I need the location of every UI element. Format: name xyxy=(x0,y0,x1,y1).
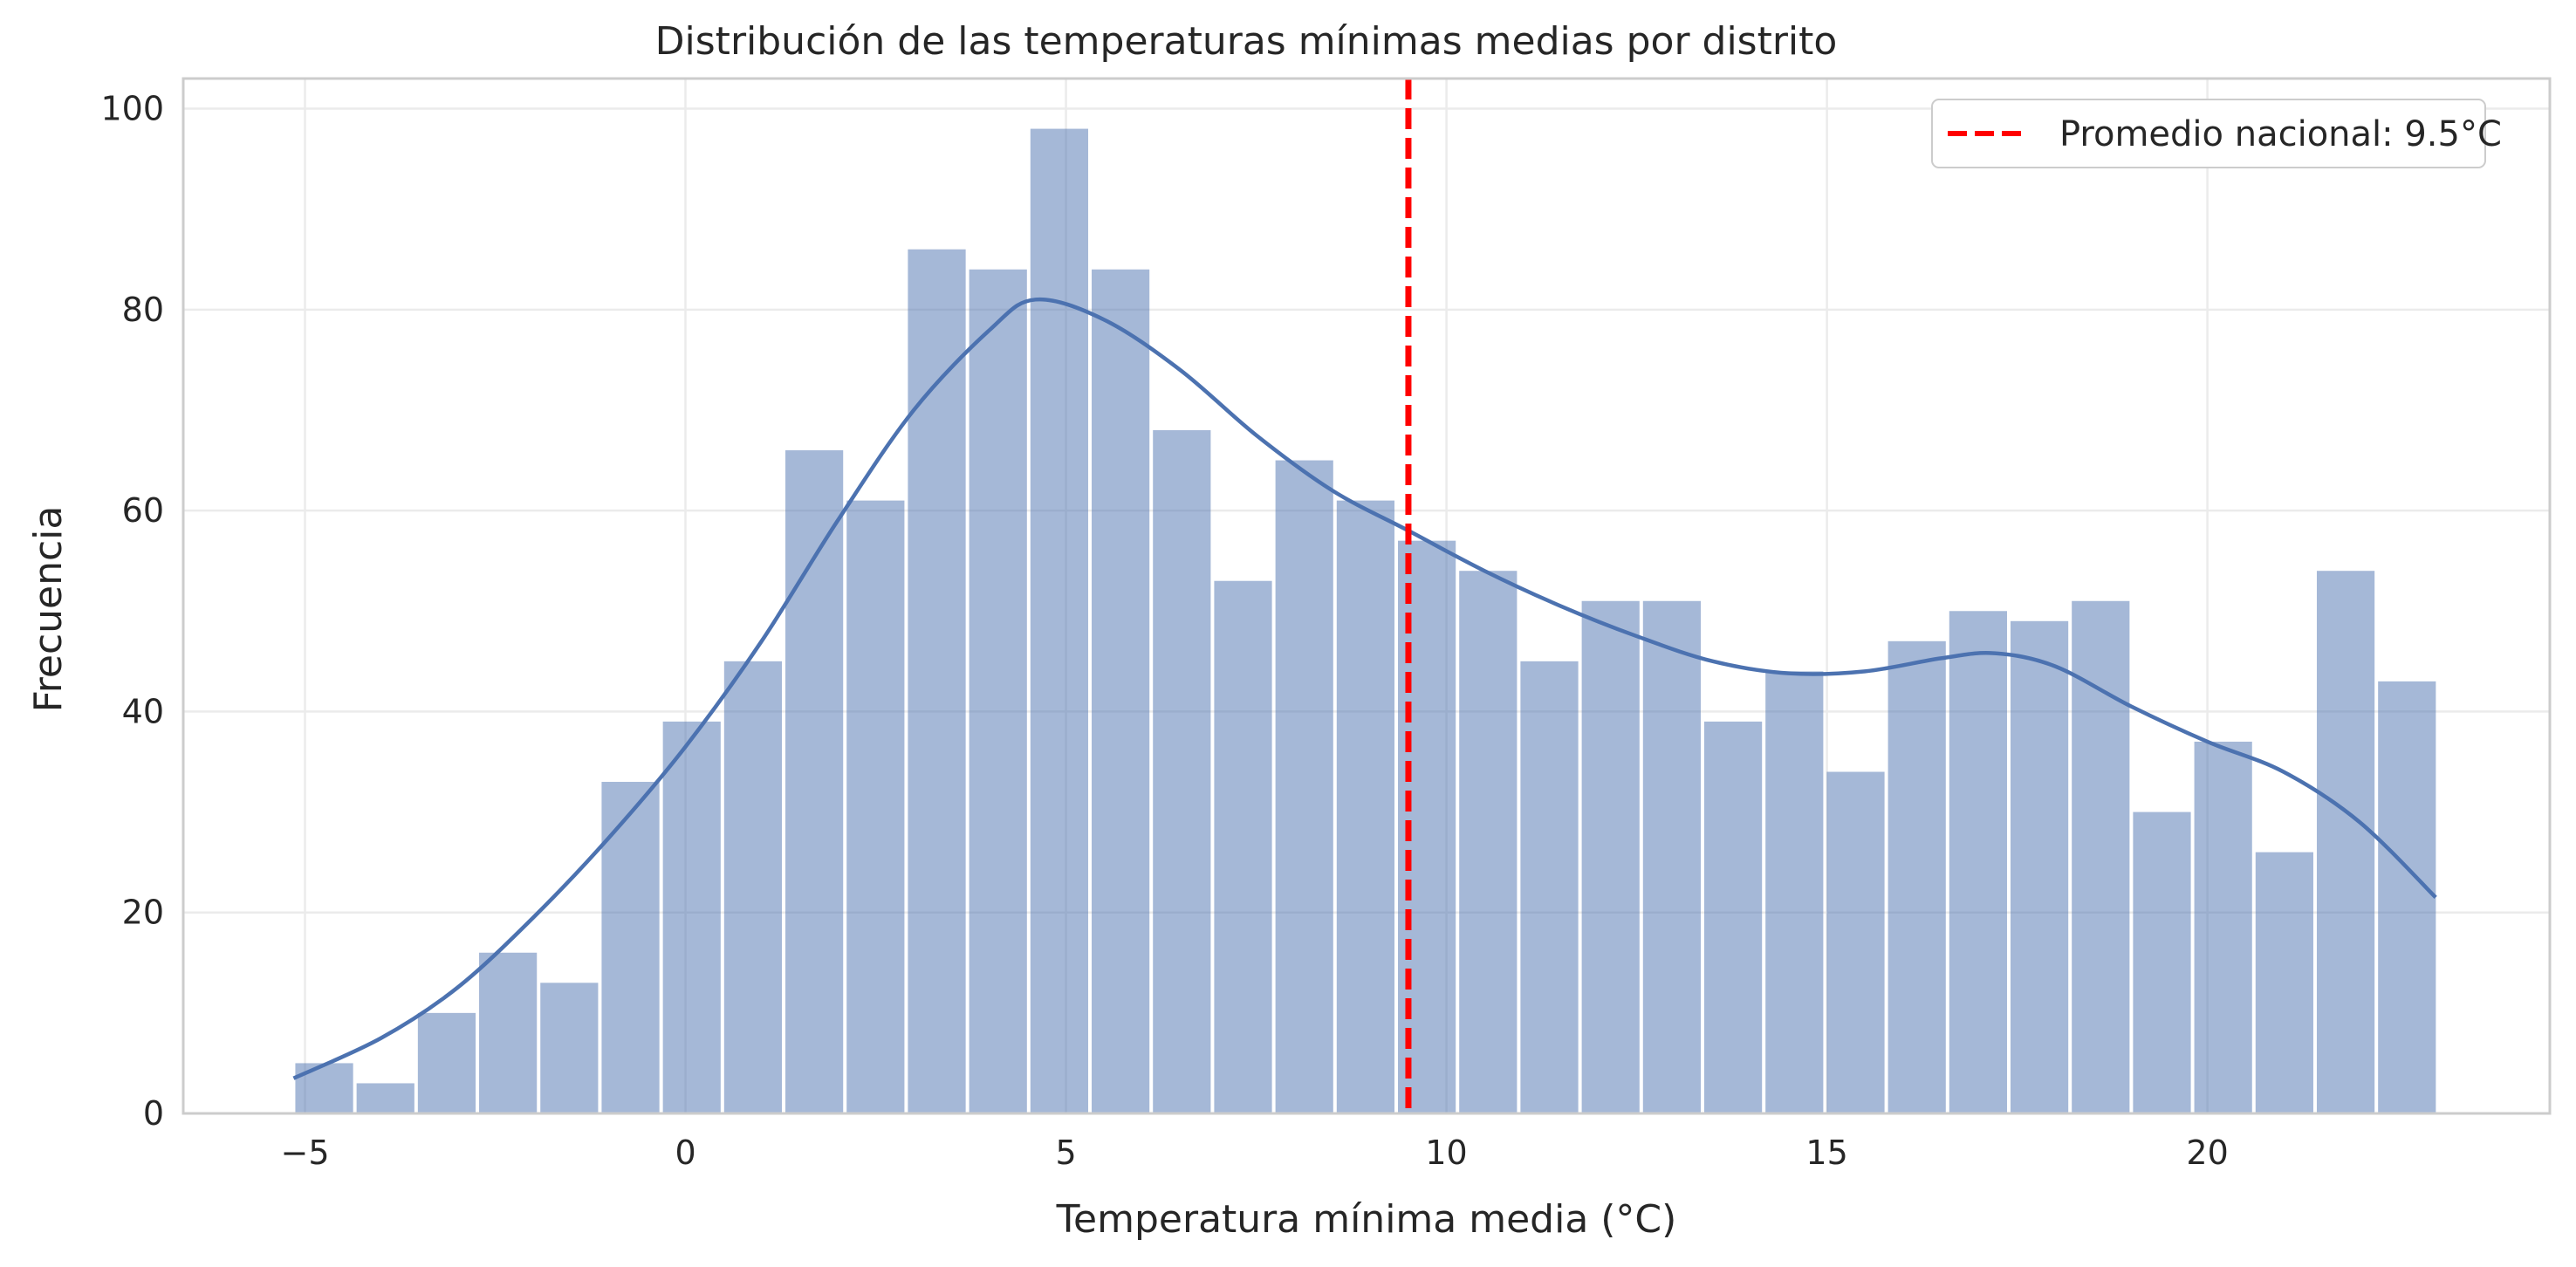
histogram-bar xyxy=(969,269,1027,1113)
chart-title: Distribución de las temperaturas mínimas… xyxy=(655,19,1838,64)
histogram-bar xyxy=(356,1083,414,1113)
x-tick-label: 0 xyxy=(675,1133,695,1172)
histogram-bar xyxy=(2255,852,2313,1113)
y-tick-label: 60 xyxy=(122,491,164,530)
y-tick-label: 80 xyxy=(122,291,164,329)
histogram-bar xyxy=(1030,128,1089,1114)
histogram-bar xyxy=(2072,600,2130,1113)
histogram-bar xyxy=(1336,500,1395,1113)
histogram-bar xyxy=(1153,430,1211,1113)
x-tick-label: 5 xyxy=(1055,1133,1076,1172)
plot-frame xyxy=(182,77,2552,1115)
histogram-bar xyxy=(2194,741,2252,1113)
histogram-bar xyxy=(2133,812,2191,1113)
histogram-bar xyxy=(1459,571,1518,1113)
histogram-bar xyxy=(1214,580,1272,1113)
x-tick-label: 15 xyxy=(1805,1133,1847,1172)
histogram-bar xyxy=(1703,721,1763,1113)
histogram-bar xyxy=(479,952,538,1113)
legend-box xyxy=(1931,99,2486,168)
histogram-bar xyxy=(1887,640,1946,1113)
y-tick-label: 40 xyxy=(122,692,164,730)
histogram-bar xyxy=(1826,771,1885,1113)
histogram-bar xyxy=(601,782,660,1113)
y-tick-label: 20 xyxy=(122,894,164,932)
histogram-bar xyxy=(1765,671,1824,1113)
histogram-bar xyxy=(908,249,966,1113)
histogram-bars xyxy=(295,128,2436,1114)
histogram-bar xyxy=(540,983,599,1113)
y-tick-label: 100 xyxy=(100,90,164,128)
x-tick-label: 10 xyxy=(1425,1133,1467,1172)
x-tick-label: −5 xyxy=(281,1133,330,1172)
histogram-bar xyxy=(1092,269,1150,1113)
legend: Promedio nacional: 9.5°C xyxy=(1931,99,2502,168)
y-axis-title: Frecuencia xyxy=(26,506,71,713)
histogram-bar xyxy=(662,721,721,1113)
kde-curve xyxy=(292,297,2437,1080)
x-axis-ticks: −5 0 5 10 15 20 xyxy=(281,1133,2229,1172)
histogram-bar xyxy=(1642,600,1701,1113)
histogram-bar xyxy=(295,1063,353,1113)
histogram-bar xyxy=(785,450,844,1113)
histogram-bar xyxy=(723,661,783,1113)
histogram-bar xyxy=(1275,460,1333,1113)
y-tick-label: 0 xyxy=(143,1094,164,1133)
histogram-bar xyxy=(1581,600,1640,1113)
histogram-bar xyxy=(417,1012,476,1113)
x-tick-label: 20 xyxy=(2186,1133,2228,1172)
histogram-bar xyxy=(1520,661,1579,1113)
histogram-bar xyxy=(846,500,905,1113)
histogram-bar xyxy=(2010,620,2069,1113)
x-axis-title: Temperatura mínima media (°C) xyxy=(1056,1197,1677,1242)
histogram-bar xyxy=(2378,681,2436,1113)
histogram-bar xyxy=(1949,611,2007,1113)
histogram-bar xyxy=(2316,571,2375,1113)
y-axis-ticks: 0 20 40 60 80 100 xyxy=(100,90,164,1133)
legend-label: Promedio nacional: 9.5°C xyxy=(2059,114,2502,154)
